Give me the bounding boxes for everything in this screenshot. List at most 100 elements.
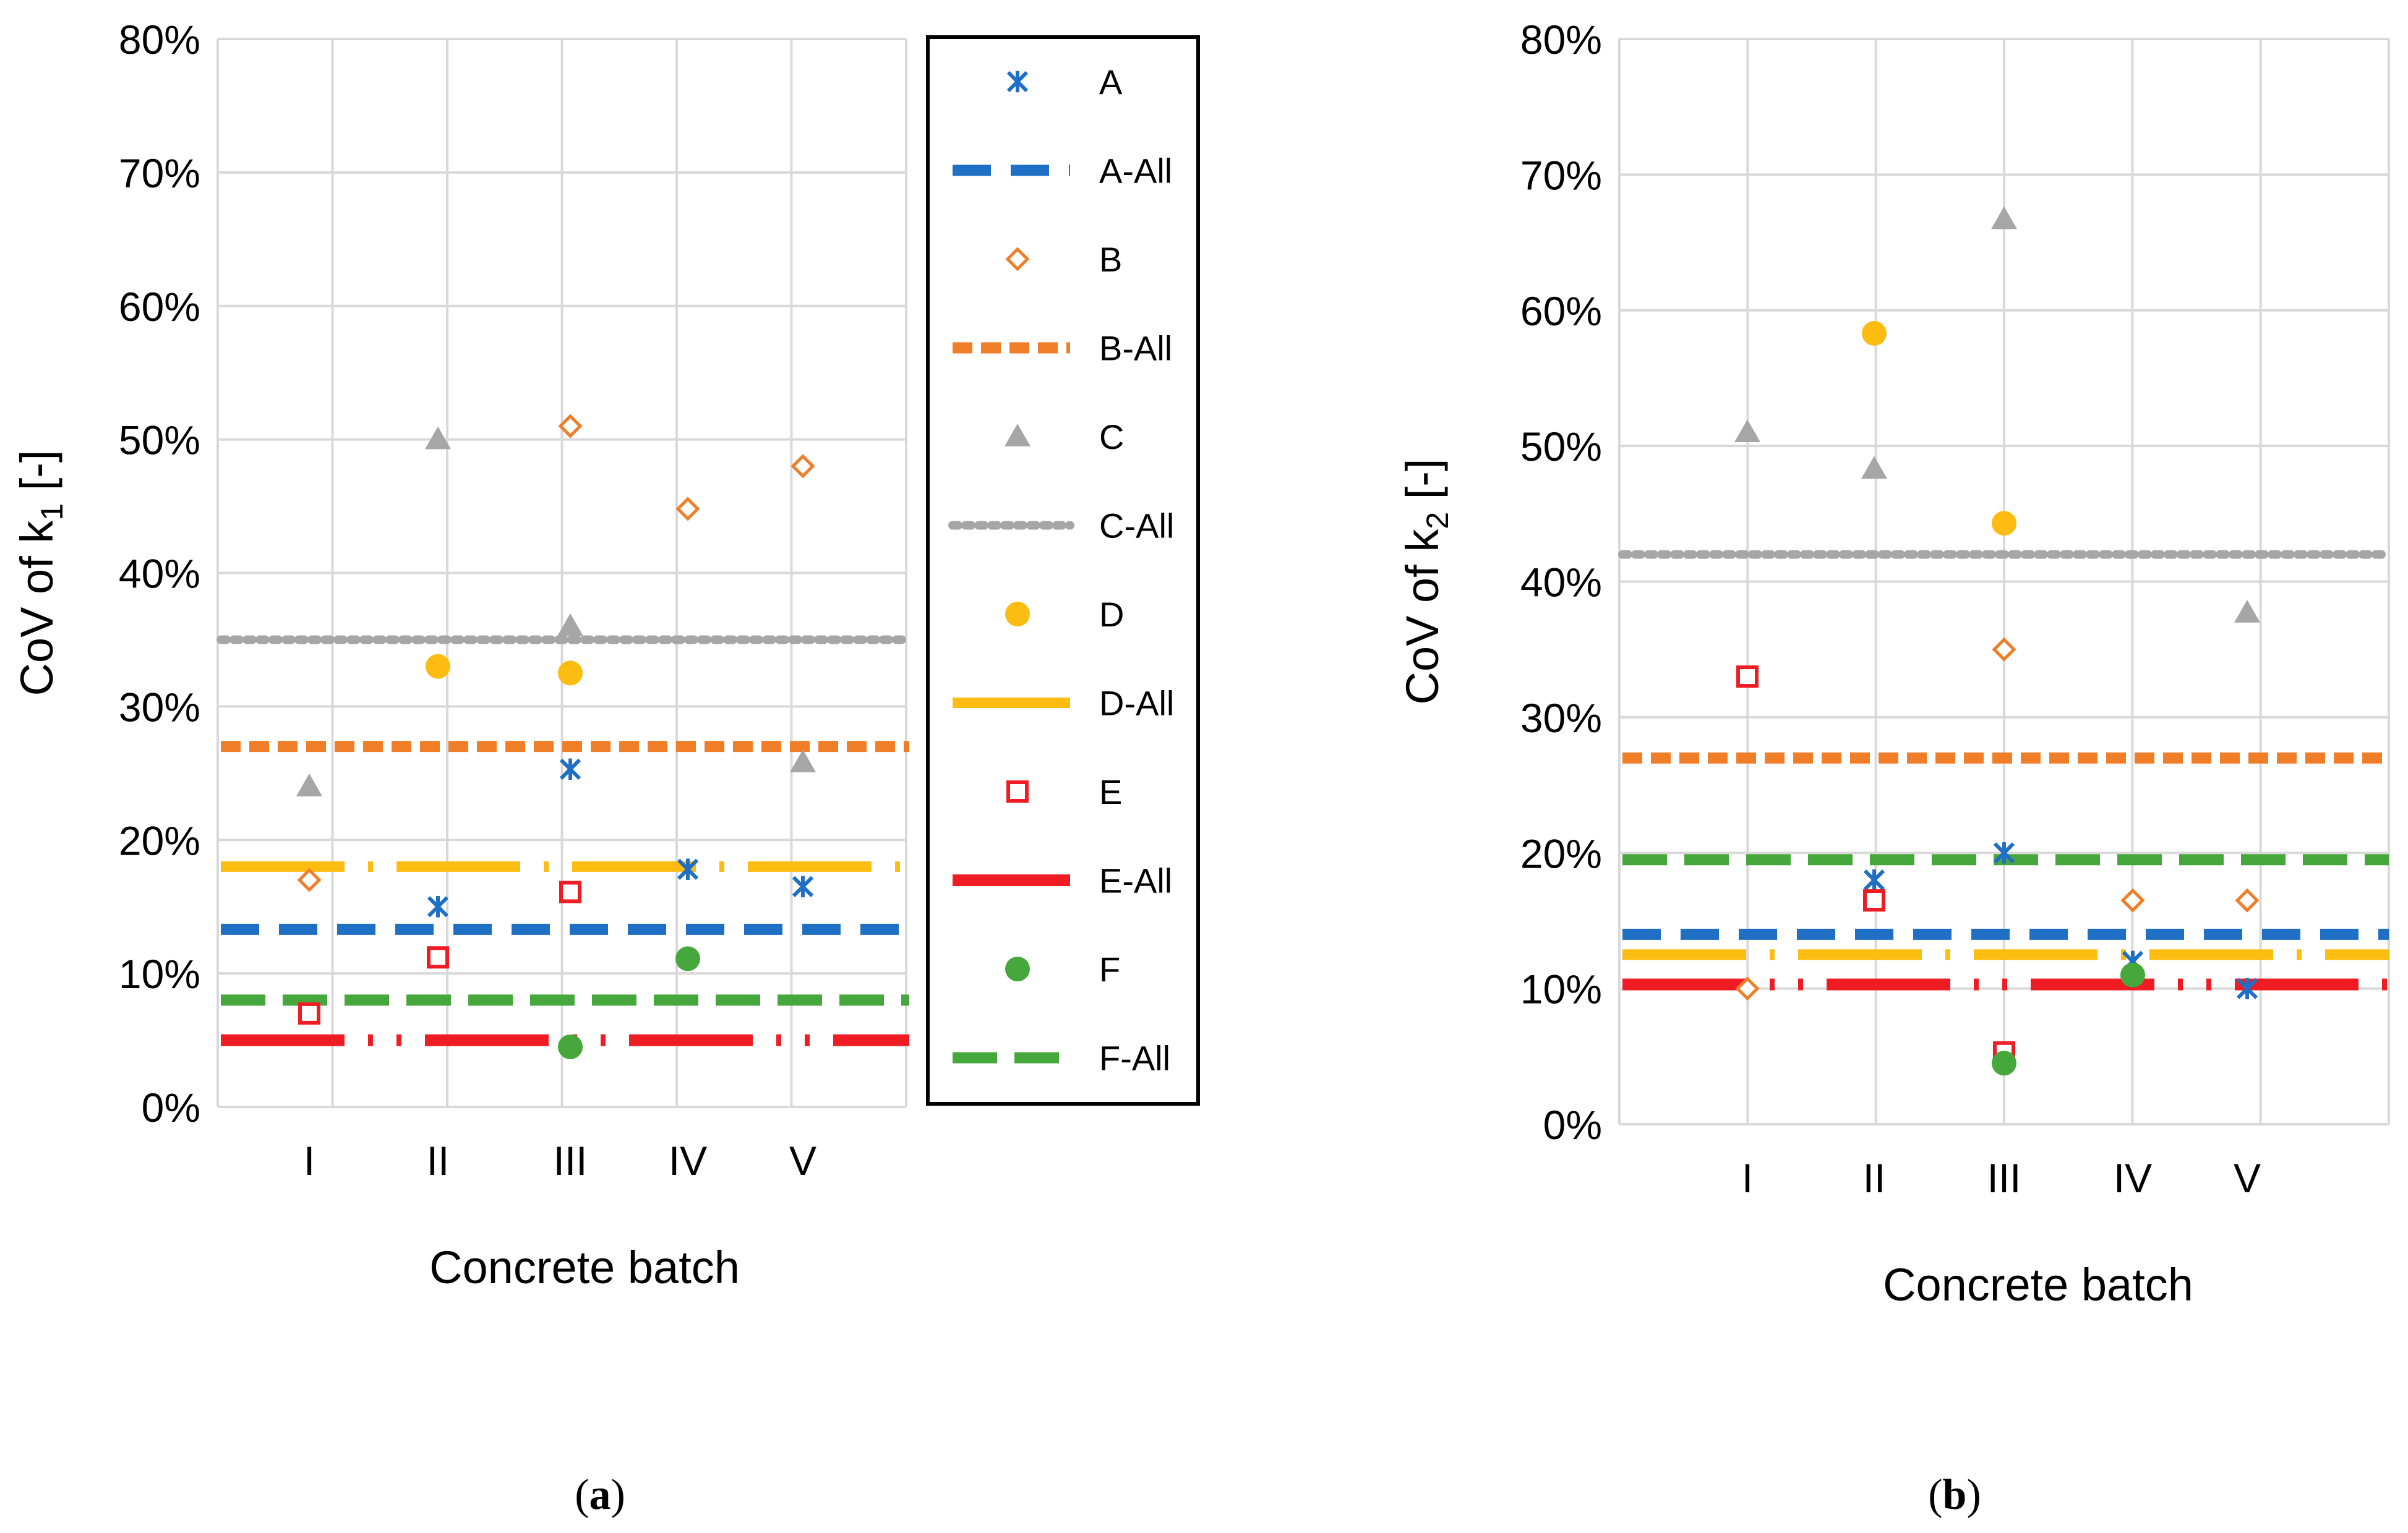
legend-item-f-all: F-All [953,1039,1170,1078]
y-tick-label: 50% [1520,424,1602,469]
point-d [426,654,450,679]
point-c [1861,456,1887,479]
x-tick-label: II [1863,1155,1886,1201]
legend-item-f: F [1005,950,1120,989]
point-b [791,454,815,479]
point-b [297,868,322,892]
y-tick-label: 30% [1520,695,1602,741]
point-f [558,1034,583,1059]
y-axis-label-tail: [-] [1397,459,1448,512]
legend-marker-e [1006,780,1029,803]
x-tick-label: IV [2114,1155,2152,1201]
x-tick-label: III [1987,1155,2021,1201]
point-d [1862,321,1887,346]
legend-marker-d [1005,602,1030,626]
y-axis-label-main: CoV of k [1397,529,1448,705]
point-b [675,497,700,521]
y-tick-label: 20% [1520,831,1602,876]
point-e [1736,665,1759,688]
caption-paren-close: ) [611,1471,625,1519]
legend-item-c-all: C-All [948,506,1174,545]
x-tick-label: I [1742,1155,1753,1201]
legend-item-e: E [1006,772,1122,811]
y-tick-label: 70% [1520,152,1602,198]
point-f [2120,962,2145,988]
y-tick-label: 0% [142,1085,200,1130]
y-tick-label: 10% [1520,967,1602,1012]
panel-caption: (a) [575,1471,625,1519]
point-f [675,946,700,971]
point-e [298,1002,320,1025]
legend-label: B-All [1099,329,1172,368]
y-axis-label-main: CoV of k [11,520,62,696]
caption-paren-open: ( [1928,1471,1942,1519]
point-b [1992,637,2016,662]
point-b [1735,976,1760,1001]
x-tick-label: I [304,1138,315,1184]
y-tick-label: 20% [119,818,200,863]
point-e [1863,889,1885,912]
legend-label: D [1099,595,1124,634]
point-b [2120,888,2145,913]
legend-item-b: B [1005,240,1122,279]
legend-label: F-All [1099,1039,1170,1078]
y-tick-label: 80% [1520,17,1602,62]
y-axis-label: CoV of k2 [-] [1397,459,1455,705]
point-c [296,773,322,796]
legend-label: D-All [1099,684,1174,723]
point-d [558,660,583,686]
y-tick-label: 0% [1543,1102,1602,1148]
y-axis-label-tail: [-] [11,450,62,503]
legend-label: F [1099,950,1120,989]
x-tick-label: V [2234,1155,2261,1201]
point-c [425,426,451,450]
panel-caption: (b) [1928,1471,1981,1519]
legend-box [926,35,1200,1106]
y-tick-label: 50% [119,417,200,463]
x-axis-label: Concrete batch [1883,1259,2193,1310]
point-e [559,881,581,903]
legend-label: C [1099,417,1124,456]
legend-item-e-all: E-All [953,861,1172,900]
point-c [2234,599,2260,623]
point-f [1992,1051,2016,1076]
x-tick-label: IV [669,1138,707,1184]
legend-label: C-All [1099,506,1174,545]
caption-letter: a [589,1471,611,1519]
caption-paren-open: ( [575,1471,589,1519]
y-tick-label: 80% [119,17,200,62]
point-b [558,414,583,438]
legend-marker-c [1005,424,1030,446]
y-tick-label: 40% [119,551,200,597]
legend-item-a-all: A-All [953,152,1172,190]
y-tick-label: 30% [119,684,200,730]
legend-item-a: A [1006,62,1123,101]
y-axis-label: CoV of k1 [-] [11,450,69,696]
y-tick-label: 40% [1520,560,1602,605]
point-c [1734,419,1760,442]
x-axis-label: Concrete batch [429,1242,740,1293]
x-tick-label: II [427,1138,450,1184]
point-b [2235,888,2260,913]
point-c [557,613,583,636]
legend-marker-b [1005,247,1030,271]
y-axis-label-sub: 2 [1420,512,1455,529]
y-axis-label-sub: 1 [35,503,69,521]
caption-letter: b [1943,1471,1967,1519]
legend-item-d: D [1005,595,1124,634]
legend-label: A [1099,62,1123,101]
legend: A A-All B B-All C C-All D D-All E E-All F F-All [926,35,1200,1106]
y-tick-label: 10% [119,951,200,997]
legend-label: E-All [1099,861,1172,900]
x-tick-label: V [789,1138,816,1184]
y-tick-label: 70% [119,150,200,196]
legend-item-c: C [1005,417,1124,456]
y-tick-label: 60% [1520,288,1602,334]
legend-item-b-all: B-All [953,329,1172,368]
x-tick-label: III [553,1138,587,1184]
legend-label: E [1099,772,1122,811]
legend-label: B [1099,240,1122,279]
